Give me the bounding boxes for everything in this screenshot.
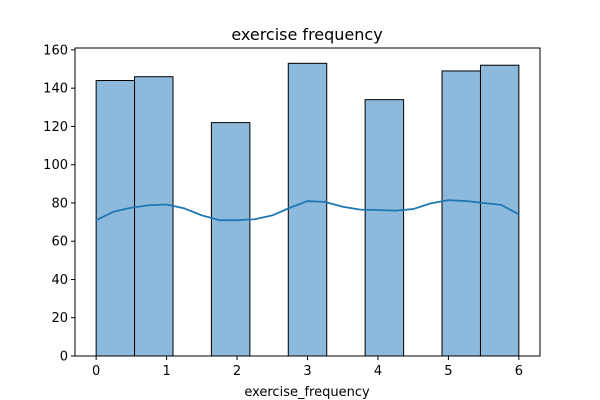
y-axis: 0 20 40 60 80 100 120 140 160 (43, 43, 75, 365)
y-tick-label-3: 60 (51, 235, 68, 250)
x-tick-label-6: 6 (515, 364, 523, 379)
histogram-bar-1 (134, 76, 174, 357)
x-tick-label-5: 5 (444, 364, 452, 379)
histogram-bar-5 (441, 70, 481, 357)
histogram-bar-4 (364, 99, 405, 357)
x-axis: 0 1 2 3 4 5 6 (92, 356, 523, 379)
kde-line (95, 199, 520, 222)
x-tick-label-4: 4 (374, 364, 382, 379)
x-tick-label-3: 3 (303, 364, 311, 379)
y-tick-label-7: 140 (43, 82, 68, 97)
y-tick-label-8: 160 (43, 43, 68, 58)
kde-group (95, 199, 520, 222)
bars-group (95, 62, 520, 357)
x-axis-label: exercise_frequency (244, 385, 370, 400)
y-tick-label-2: 40 (51, 273, 68, 288)
y-tick-label-4: 80 (51, 196, 68, 211)
y-tick-label-0: 0 (60, 350, 68, 365)
histogram-bar-2 (210, 122, 251, 357)
x-tick-label-1: 1 (162, 364, 170, 379)
y-tick-label-6: 120 (43, 120, 68, 135)
y-tick-label-5: 100 (43, 158, 68, 173)
chart-title: exercise frequency (231, 25, 382, 44)
y-tick-label-1: 20 (51, 311, 68, 326)
histogram-bar-0 (95, 80, 136, 357)
x-tick-label-0: 0 (92, 364, 100, 379)
histogram-bar-3 (287, 62, 328, 357)
x-tick-label-2: 2 (233, 364, 241, 379)
